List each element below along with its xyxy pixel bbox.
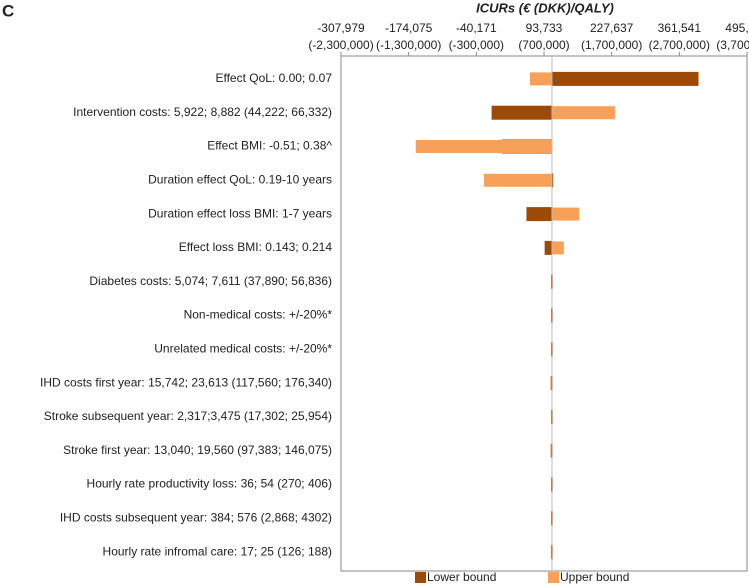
category-label: Effect QoL: 0.00; 0.07 <box>215 71 332 85</box>
category-label: IHD costs first year: 15,742; 23,613 (11… <box>40 375 332 389</box>
bar <box>551 241 564 255</box>
x-tick-label-dkk: (-300,000) <box>449 38 504 52</box>
x-tick-label-dkk: (3,700,000) <box>716 38 749 52</box>
x-tick-label-dkk: (-1,300,000) <box>376 38 441 52</box>
plot-frame <box>340 55 748 572</box>
category-label: Duration effect QoL: 0.19-10 years <box>148 172 332 186</box>
legend-swatch <box>415 572 426 583</box>
x-tick-label-dkk: (2,700,000) <box>649 38 710 52</box>
x-tick-label: 227,637 <box>590 21 634 35</box>
category-label: Non-medical costs: +/-20%* <box>184 308 333 322</box>
bar <box>529 72 552 86</box>
category-label: Hourly rate infromal care: 17; 25 (126; … <box>103 544 332 558</box>
axis-title: ICURs (€ (DKK)/QALY) <box>476 0 614 15</box>
category-label: Hourly rate productivity loss: 36; 54 (2… <box>87 477 332 491</box>
x-tick-label: 93,733 <box>526 21 563 35</box>
bar <box>551 106 615 120</box>
bar <box>483 173 552 187</box>
bar <box>551 207 580 221</box>
legend-label: Upper bound <box>560 570 629 584</box>
panel-label: C <box>2 1 14 20</box>
bar <box>491 105 553 120</box>
x-tick-label: -40,171 <box>456 21 497 35</box>
x-tick-label: -307,979 <box>317 21 365 35</box>
category-label: Intervention costs: 5,922; 8,882 (44,222… <box>73 105 332 119</box>
bar <box>415 140 552 153</box>
bar <box>526 207 553 222</box>
category-label: Stroke first year: 13,040; 19,560 (97,38… <box>63 443 332 457</box>
x-tick-label: 361,541 <box>658 21 702 35</box>
legend-swatch <box>548 572 559 583</box>
x-tick-label: -174,075 <box>385 21 433 35</box>
category-label: Effect BMI: -0.51; 0.38^ <box>207 139 332 153</box>
category-label: Effect loss BMI: 0.143; 0.214 <box>179 240 333 254</box>
category-label: Diabetes costs: 5,074; 7,611 (37,890; 56… <box>89 274 332 288</box>
x-tick-label-dkk: (-2,300,000) <box>308 38 373 52</box>
category-label: Duration effect loss BMI: 1-7 years <box>148 206 332 220</box>
category-label: Unrelated medical costs: +/-20%* <box>154 341 332 355</box>
category-label: IHD costs subsequent year: 384; 576 (2,8… <box>60 510 332 524</box>
legend-label: Lower bound <box>427 570 496 584</box>
category-label: Stroke subsequent year: 2,317;3,475 (17,… <box>44 409 332 423</box>
bar <box>551 71 699 86</box>
bar <box>544 240 553 255</box>
x-tick-label-dkk: (1,700,000) <box>581 38 642 52</box>
x-tick-label: 495,445 <box>725 21 749 35</box>
x-tick-label-dkk: (700,000) <box>518 38 569 52</box>
